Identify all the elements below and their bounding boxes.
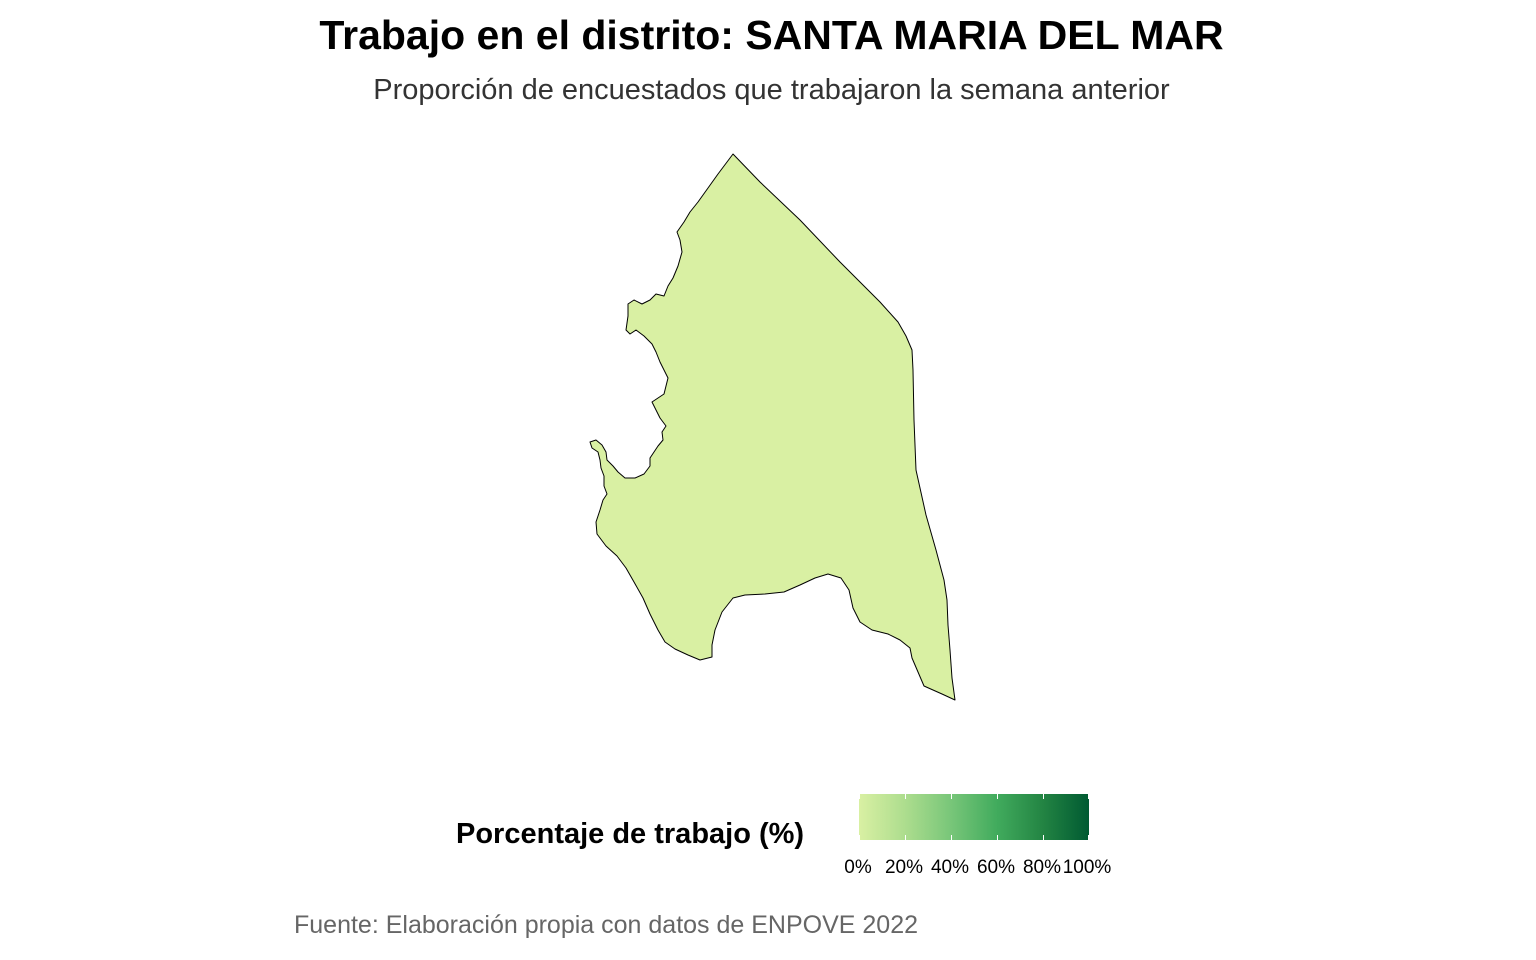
legend-tick-0	[859, 794, 860, 799]
source-caption: Fuente: Elaboración propia con datos de …	[294, 911, 919, 939]
chart-subtitle: Proporción de encuestados que trabajaron…	[373, 74, 1170, 106]
legend-label-40: 40%	[930, 857, 970, 878]
legend-title: Porcentaje de trabajo (%)	[456, 818, 805, 850]
legend-tick-60-bottom	[997, 835, 998, 840]
legend-tick-80-bottom	[1043, 835, 1044, 840]
legend-label-100: 100%	[1062, 857, 1112, 878]
legend-label-20: 20%	[884, 857, 924, 878]
legend-tick-40-bottom	[951, 835, 952, 840]
legend-tick-100-bottom	[1088, 835, 1089, 840]
legend-tick-100	[1088, 794, 1089, 799]
legend-gradient	[859, 794, 1089, 840]
legend-label-80: 80%	[1022, 857, 1062, 878]
legend-tick-20	[905, 794, 906, 799]
legend-tick-20-bottom	[905, 835, 906, 840]
legend-label-0: 0%	[844, 857, 872, 878]
district-polygon	[589, 153, 956, 701]
legend-label-60: 60%	[976, 857, 1016, 878]
legend-colorbar	[859, 794, 1089, 840]
legend-tick-40	[951, 794, 952, 799]
legend-tick-60	[997, 794, 998, 799]
legend-tick-0-bottom	[859, 835, 860, 840]
chart-title: Trabajo en el distrito: SANTA MARIA DEL …	[319, 12, 1224, 58]
legend-tick-80	[1043, 794, 1044, 799]
